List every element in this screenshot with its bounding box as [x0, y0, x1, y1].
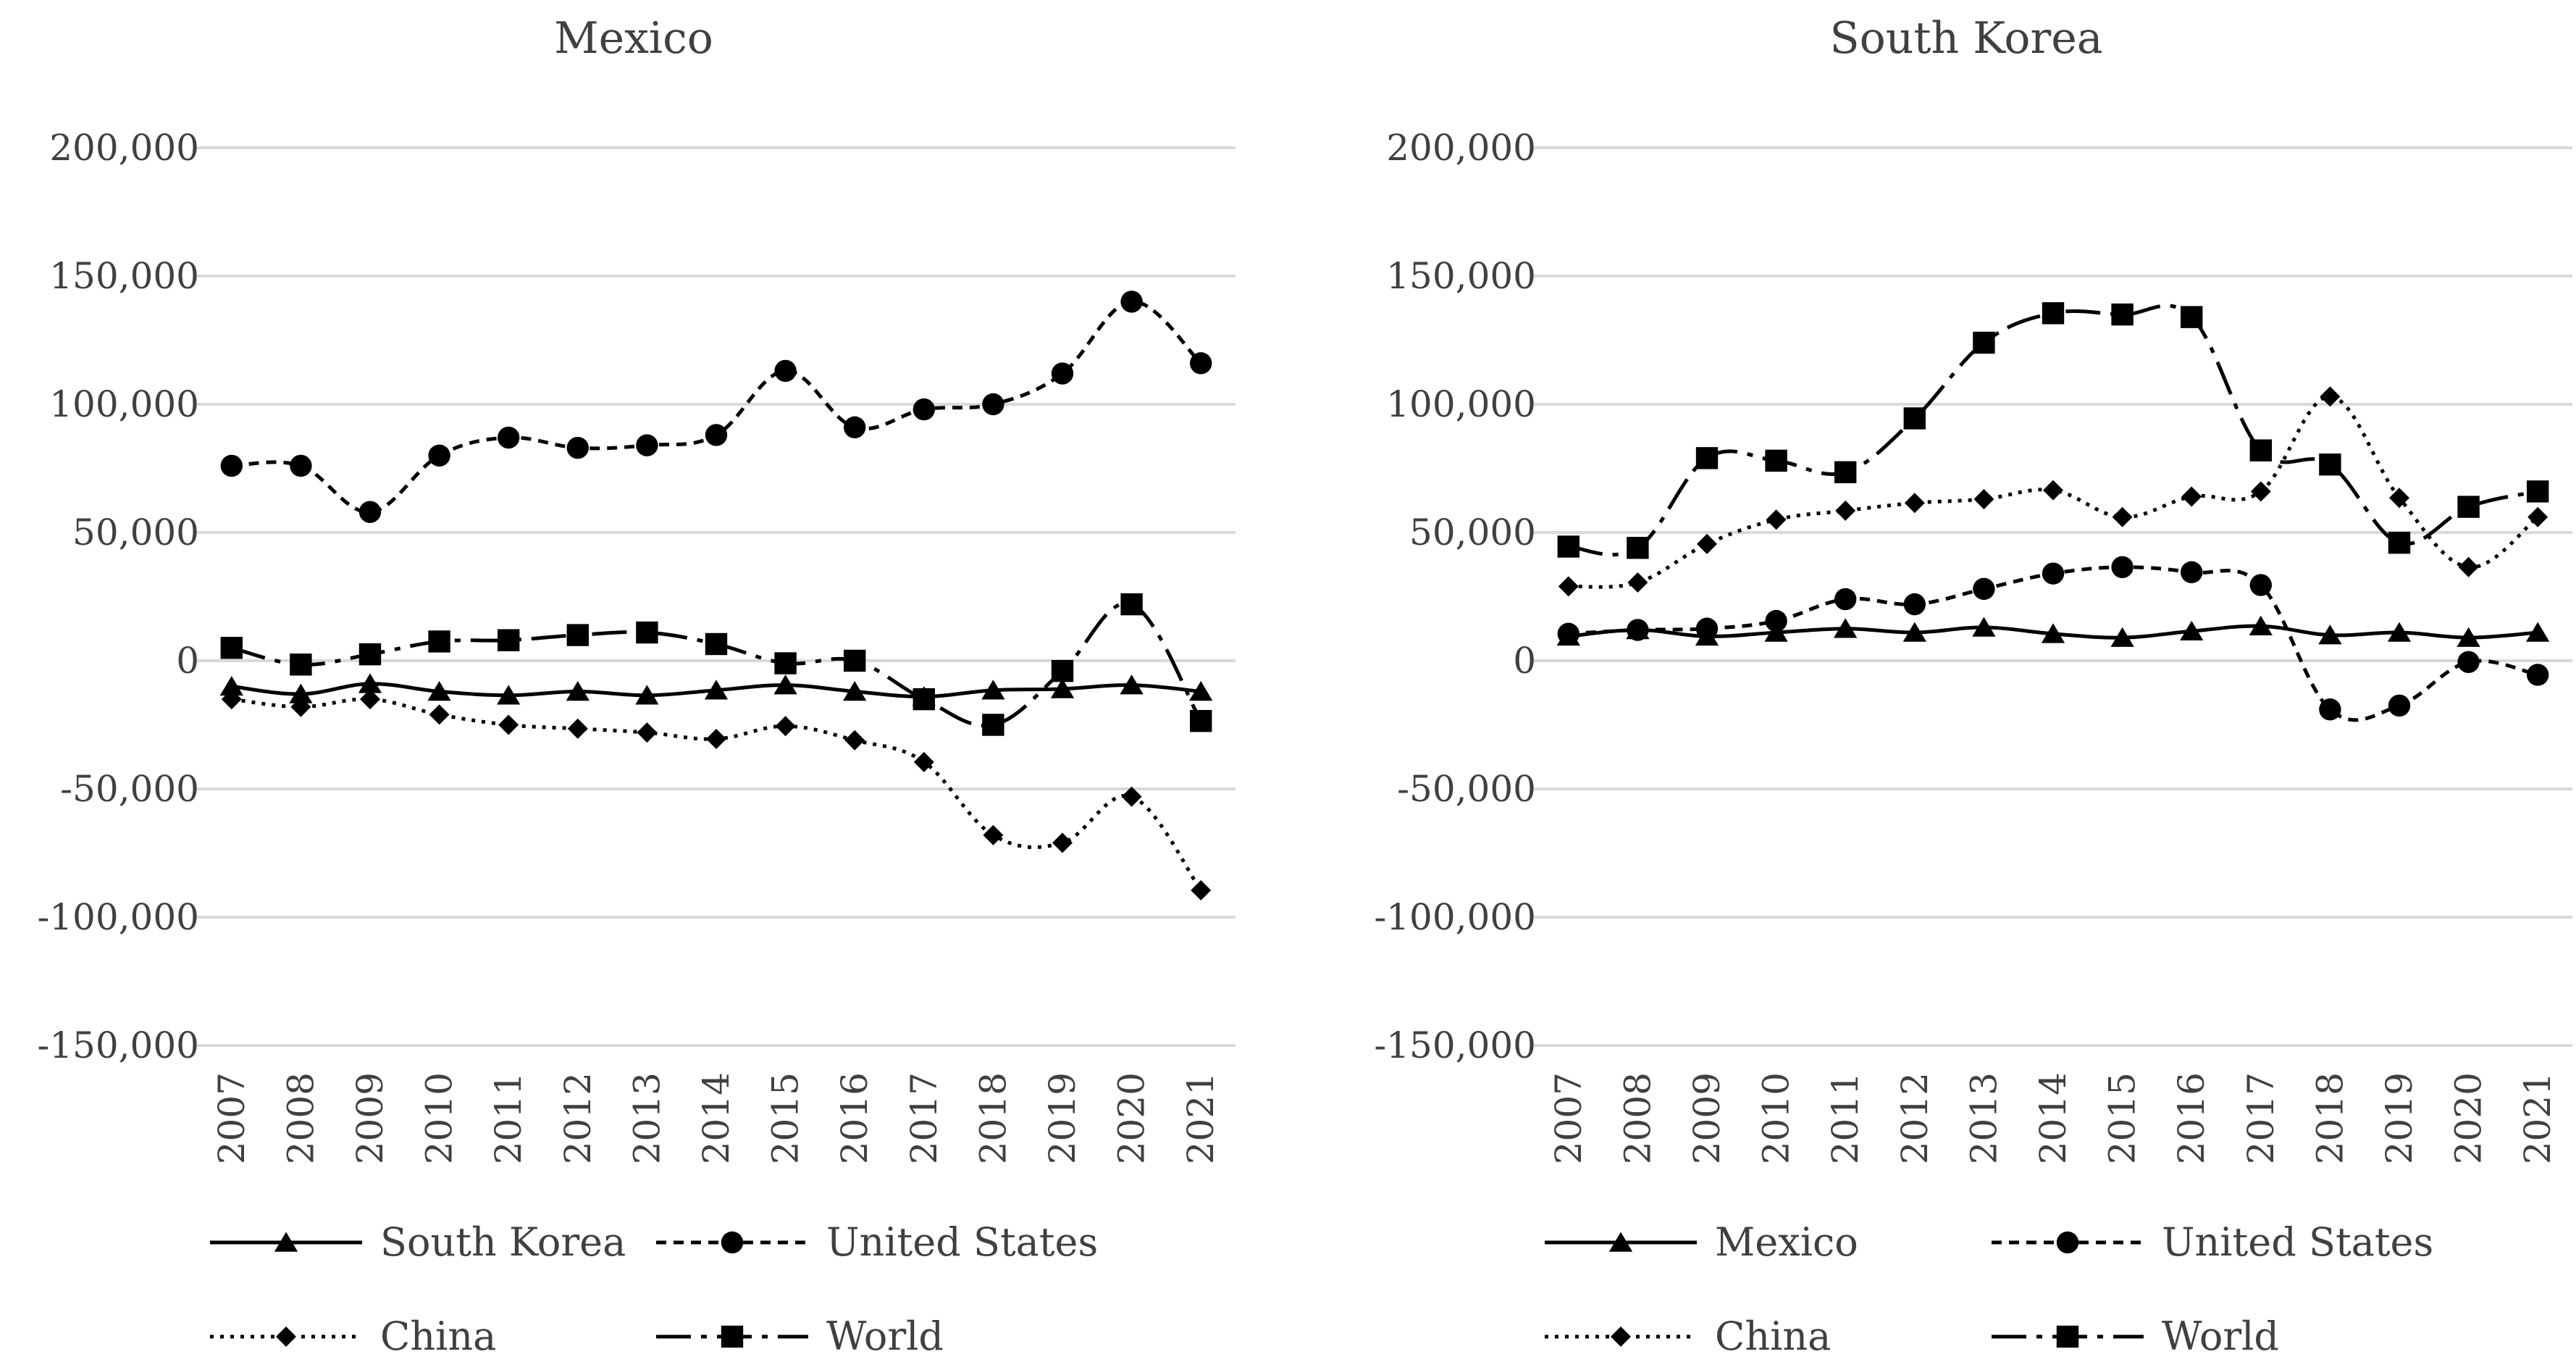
x-tick-label: 2008 [1616, 1072, 1658, 1164]
legend-label-united-states: United States [826, 1219, 1098, 1265]
x-tick-label: 2018 [2309, 1072, 2351, 1164]
x-tick-label: 2010 [419, 1072, 461, 1164]
y-tick-label: -50,000 [60, 768, 199, 810]
y-tick-label: -100,000 [37, 896, 199, 938]
y-tick-label: 0 [176, 640, 199, 682]
x-tick-label: 2014 [695, 1072, 737, 1164]
x-tick-label: 2014 [2032, 1072, 2074, 1164]
x-tick-label: 2008 [280, 1072, 322, 1164]
x-tick-label: 2011 [1824, 1072, 1866, 1164]
x-tick-label: 2016 [2170, 1072, 2212, 1164]
x-tick-label: 2010 [1755, 1072, 1797, 1164]
y-tick-label: 150,000 [1386, 255, 1536, 297]
series-group [219, 291, 1213, 901]
x-axis-ticks: 2007 2008 2009 2010 2011 2012 2013 2014 2015 2016… [211, 1072, 1222, 1164]
chart-panel-mexico: Mexico 200,000 150,000 100,000 50,000 0 -50,0… [37, 13, 1235, 1359]
x-tick-label: 2020 [2448, 1072, 2490, 1164]
y-tick-label: 0 [1513, 640, 1536, 682]
legend-label-world: World [826, 1313, 944, 1359]
x-tick-label: 2019 [1041, 1072, 1083, 1164]
x-tick-label: 2015 [2102, 1072, 2144, 1164]
x-tick-label: 2009 [349, 1072, 391, 1164]
x-tick-label: 2021 [2517, 1072, 2559, 1164]
legend-label-china: China [1715, 1313, 1831, 1359]
y-axis-ticks: 200,000 150,000 100,000 50,000 0 -50,000 -100,… [1374, 127, 1536, 1066]
series-line-world [231, 601, 1203, 728]
x-tick-label: 2017 [2240, 1072, 2282, 1164]
y-axis-ticks: 200,000 150,000 100,000 50,000 0 -50,000 -100,… [37, 127, 199, 1066]
legend-label-united-states: United States [2162, 1219, 2433, 1265]
x-tick-label: 2017 [903, 1072, 945, 1164]
legend-label-mexico: Mexico [1715, 1219, 1858, 1265]
y-tick-label: 50,000 [72, 511, 199, 553]
legend: Mexico United States China World [1545, 1219, 2433, 1359]
x-tick-label: 2020 [1111, 1072, 1153, 1164]
chart-title: Mexico [554, 13, 713, 64]
x-axis-ticks: 2007 2008 2009 2010 2011 2012 2013 2014 2015 2016… [1548, 1072, 2559, 1164]
y-tick-label: 50,000 [1409, 511, 1536, 553]
legend-label-world: World [2162, 1313, 2279, 1359]
y-tick-label: 100,000 [49, 383, 199, 425]
x-tick-label: 2016 [834, 1072, 876, 1164]
x-tick-label: 2013 [1963, 1072, 2005, 1164]
x-tick-label: 2018 [972, 1072, 1014, 1164]
x-tick-label: 2012 [557, 1072, 599, 1164]
series-line-world [1568, 304, 2538, 557]
y-tick-label: 100,000 [1386, 383, 1536, 425]
x-tick-label: 2011 [487, 1072, 529, 1164]
y-tick-label: -50,000 [1397, 768, 1536, 810]
x-tick-label: 2007 [211, 1072, 253, 1164]
chart-title: South Korea [1830, 13, 2103, 64]
y-tick-label: -100,000 [1374, 896, 1536, 938]
y-tick-label: -150,000 [1374, 1024, 1536, 1066]
x-tick-label: 2019 [2378, 1072, 2420, 1164]
legend-label-south-korea: South Korea [380, 1219, 626, 1265]
chart-panel-south-korea: South Korea 200,000 150,000 100,000 50,000 0… [1374, 13, 2572, 1359]
legend-label-china: China [380, 1313, 496, 1359]
x-tick-label: 2015 [765, 1072, 807, 1164]
x-tick-label: 2007 [1548, 1072, 1590, 1164]
series-group [1556, 302, 2550, 722]
series-line-united-states [1568, 565, 2538, 722]
y-tick-label: -150,000 [37, 1024, 199, 1066]
x-tick-label: 2012 [1894, 1072, 1936, 1164]
y-tick-label: 200,000 [1386, 127, 1536, 169]
gridlines [1534, 146, 2572, 1047]
x-tick-label: 2009 [1686, 1072, 1728, 1164]
x-tick-label: 2013 [626, 1072, 668, 1164]
y-tick-label: 200,000 [49, 127, 199, 169]
y-tick-label: 150,000 [49, 255, 199, 297]
series-line-south-korea [231, 682, 1201, 699]
x-tick-label: 2021 [1180, 1072, 1222, 1164]
gridlines [197, 146, 1235, 1047]
series-line-china [1568, 394, 2539, 589]
series-line-china [231, 697, 1203, 892]
series-line-united-states [231, 299, 1202, 514]
legend: South Korea United States China World [210, 1219, 1098, 1359]
